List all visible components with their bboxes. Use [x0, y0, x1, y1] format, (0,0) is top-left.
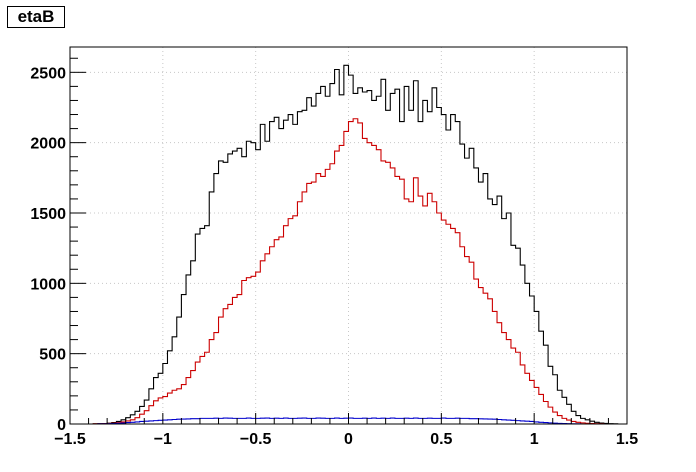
y-axis: 0 500 1000 1500 2000 2500	[30, 57, 86, 434]
y-tick-label: 1500	[30, 206, 66, 223]
x-tick-label: −1	[154, 431, 172, 448]
series-line-0	[70, 64, 627, 425]
x-tick-label: 1	[530, 431, 539, 448]
x-tick-label: −1.5	[54, 431, 86, 448]
y-tick-label: 0	[57, 417, 66, 434]
x-axis: −1.5 −1 −0.5 0 0.5 1 1.5	[54, 413, 638, 448]
x-tick-label: 0.5	[430, 431, 452, 448]
series-line-1	[70, 118, 627, 425]
x-tick-label: −0.5	[240, 431, 272, 448]
y-tick-label: 2000	[30, 136, 66, 153]
y-tick-label: 2500	[30, 65, 66, 82]
x-tick-label: 0	[344, 431, 353, 448]
chart-title: etaB	[7, 6, 65, 28]
y-tick-label: 500	[39, 347, 66, 364]
grid	[70, 47, 627, 424]
x-tick-label: 1.5	[616, 431, 638, 448]
y-tick-label: 1000	[30, 276, 66, 293]
